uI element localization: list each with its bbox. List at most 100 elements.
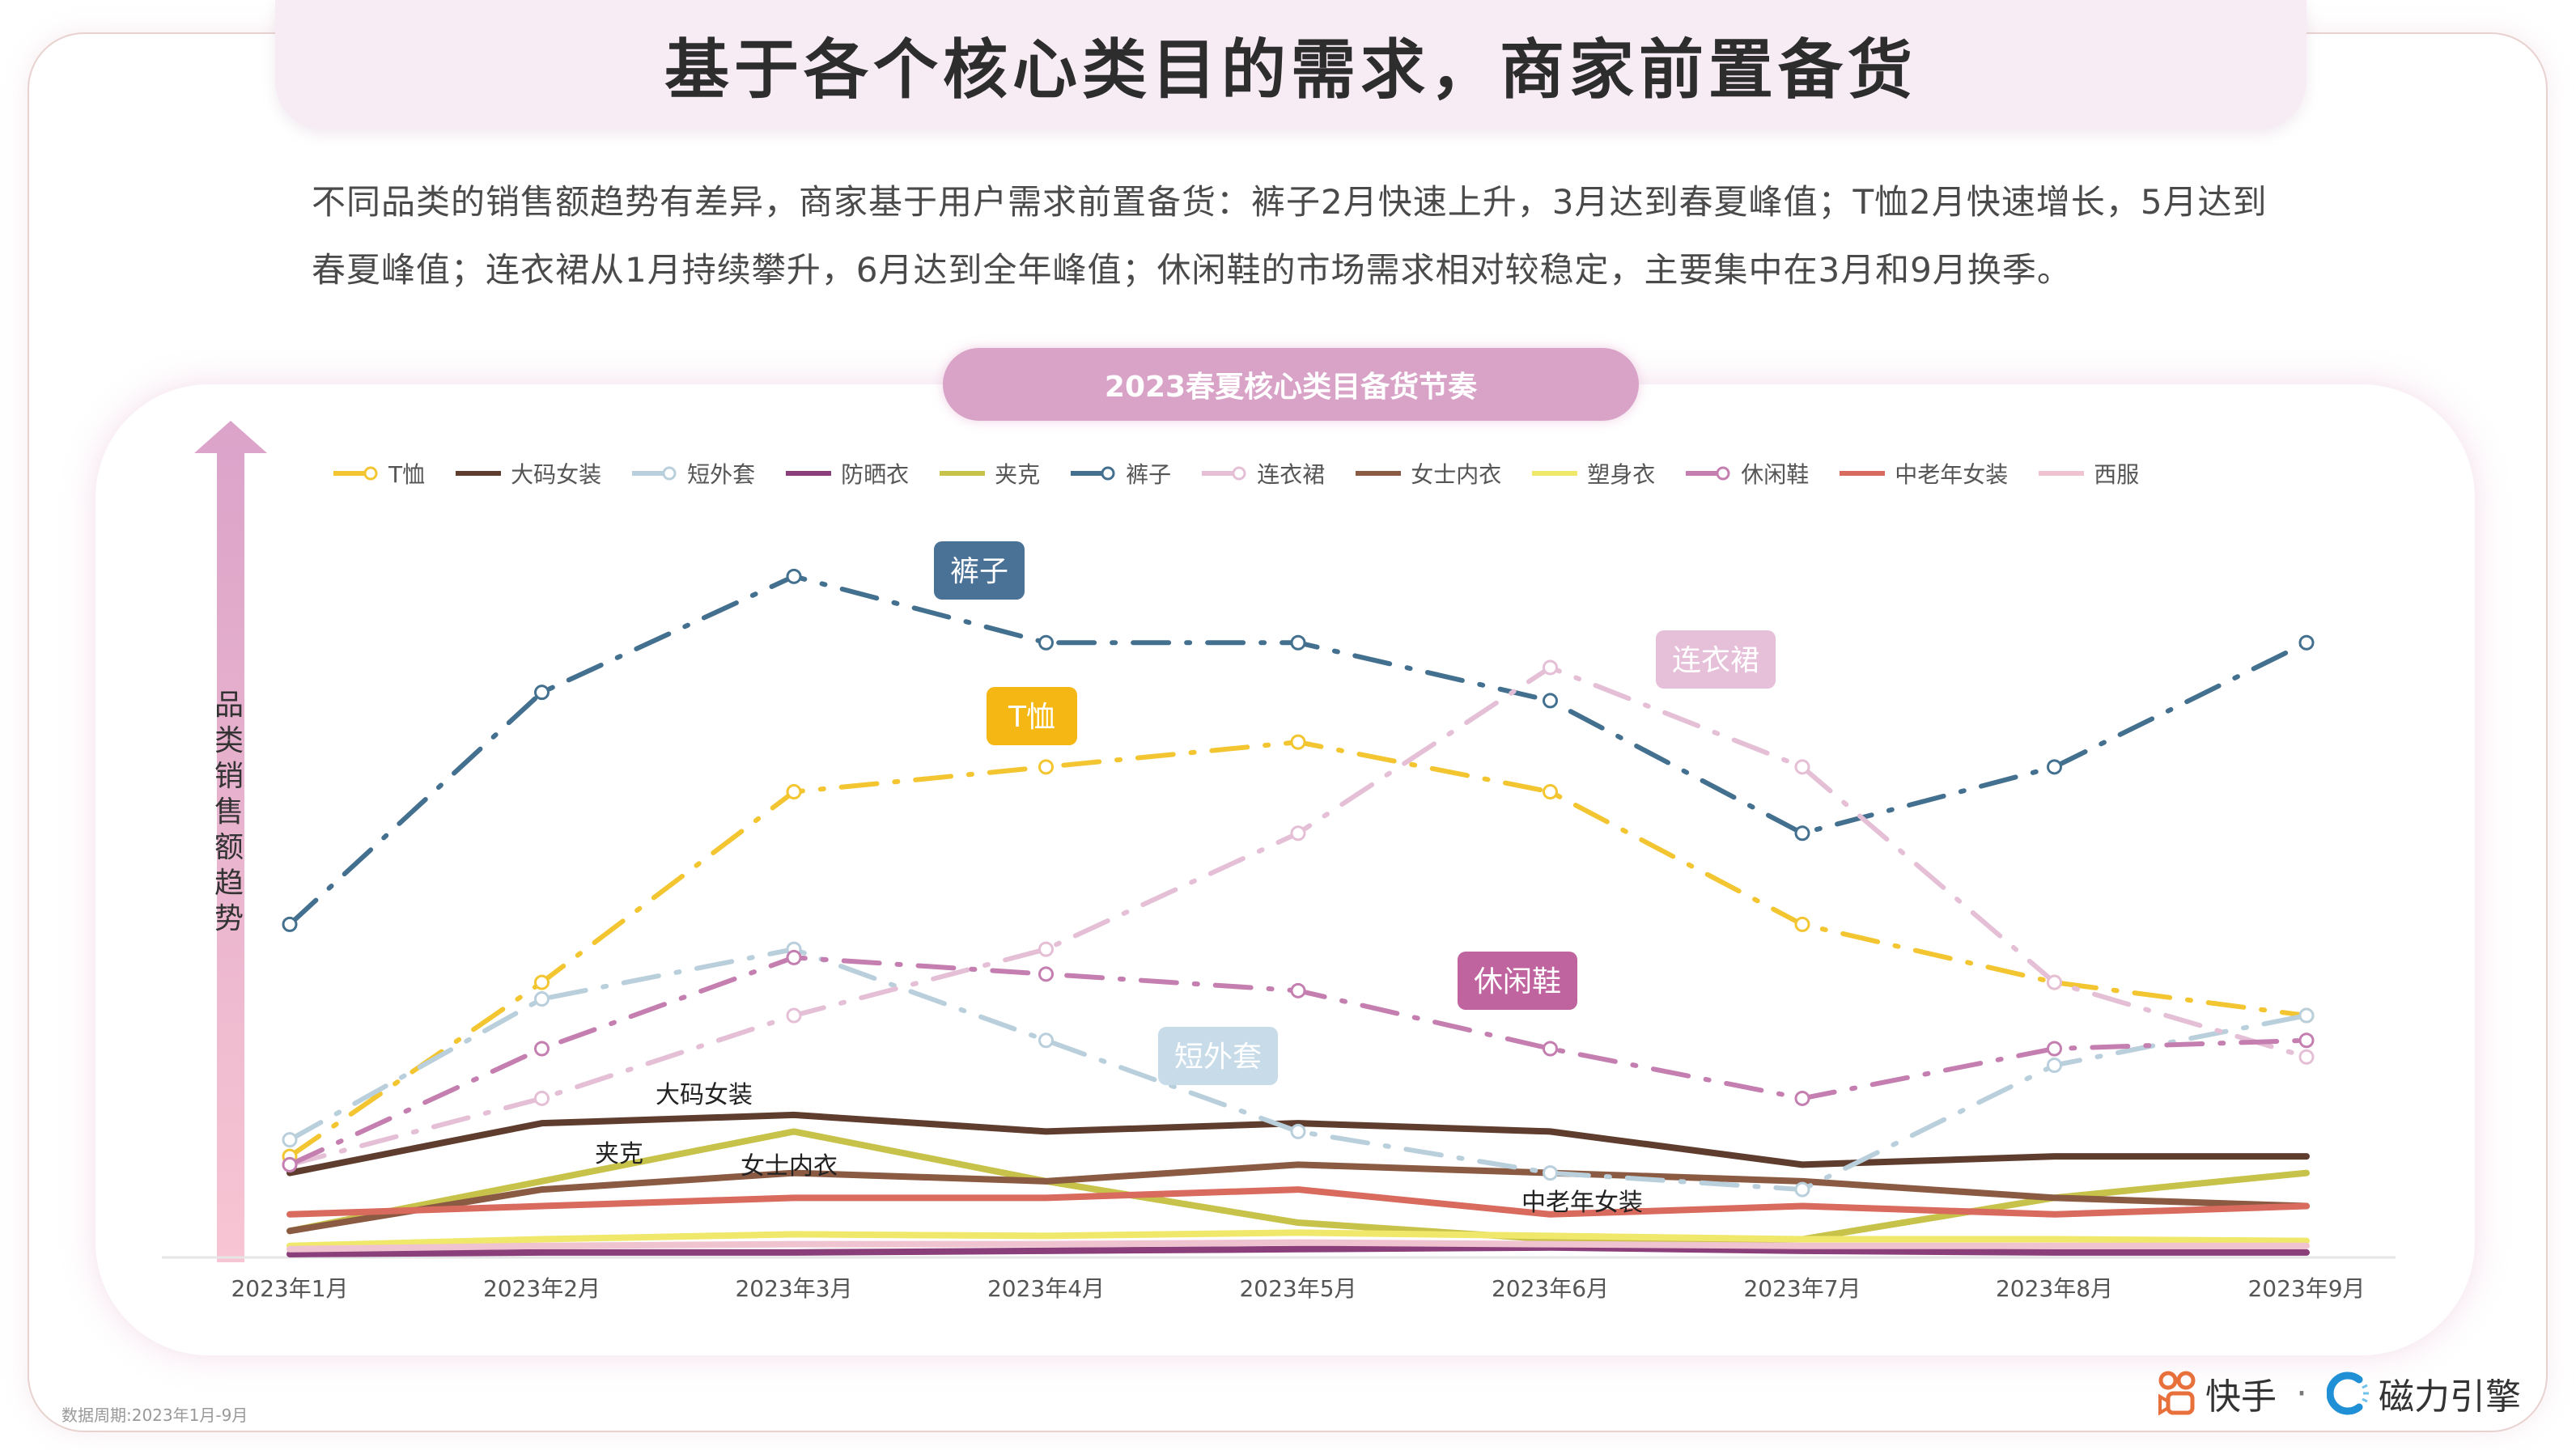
- data-point-裤子: [534, 685, 550, 701]
- data-point-短外套: [1543, 1165, 1558, 1181]
- legend-label: 夹克: [995, 461, 1041, 488]
- data-point-短外套: [2298, 1007, 2315, 1024]
- data-point-短外套: [1290, 1123, 1306, 1139]
- annotation-box: [934, 541, 1025, 600]
- legend-swatch-icon: [632, 466, 677, 481]
- legend-item: 连衣裙: [1200, 457, 1325, 490]
- legend-swatch-icon: [786, 471, 832, 476]
- annotation-label: T恤: [1008, 701, 1055, 734]
- series-line-塑身衣: [286, 1229, 2310, 1249]
- y-axis-arrow-icon: [194, 421, 267, 1262]
- legend-item: 塑身衣: [1530, 457, 1655, 490]
- series-line-短外套: [287, 947, 2309, 1193]
- data-point-T恤: [786, 784, 802, 800]
- series-line-T恤: [287, 740, 2309, 1160]
- page-title: 基于各个核心类目的需求，商家前置备货: [664, 32, 1917, 108]
- annotation-label: 连衣裙: [1672, 644, 1759, 677]
- annotation-label: 大码女装: [656, 1081, 753, 1109]
- data-point-休闲鞋: [786, 949, 802, 965]
- data-point-休闲鞋: [1038, 966, 1054, 982]
- data-point-裤子: [1290, 634, 1306, 651]
- data-point-T恤: [1543, 784, 1558, 800]
- data-point-裤子: [786, 568, 802, 584]
- legend-label: 西服: [2094, 461, 2140, 488]
- legend-swatch-icon: [940, 471, 986, 476]
- x-tick-label: 2023年4月: [987, 1275, 1105, 1302]
- chart-legend: T恤 大码女装 短外套 防晒衣 夹克 裤子 连衣裙 女士内衣 塑身衣 休闲鞋 中老年女装 西服: [332, 457, 2139, 490]
- cili-logo-icon: [2327, 1372, 2369, 1415]
- x-tick-label: 2023年6月: [1492, 1275, 1609, 1302]
- legend-item: 裤子: [1069, 457, 1171, 490]
- legend-item: 夹克: [938, 457, 1040, 490]
- legend-item: 短外套: [630, 457, 755, 490]
- series-line-西服: [286, 1239, 2310, 1253]
- x-tick-label: 2023年1月: [231, 1275, 348, 1302]
- series-line-中老年女装: [286, 1186, 2310, 1218]
- data-point-短外套: [2047, 1057, 2062, 1073]
- annotation-label: 休闲鞋: [1474, 965, 1561, 998]
- data-point-裤子: [2298, 634, 2315, 651]
- legend-swatch-icon: [1532, 471, 1578, 476]
- data-point-休闲鞋: [2047, 1041, 2062, 1057]
- chart-title: 2023春夏核心类目备货节奏: [943, 348, 1639, 421]
- annotation-label: 中老年女装: [1521, 1189, 1643, 1217]
- data-point-短外套: [1794, 1181, 1810, 1198]
- series-line-女士内衣: [286, 1161, 2310, 1235]
- legend-label: 休闲鞋: [1741, 461, 1810, 488]
- data-point-连衣裙: [2047, 974, 2062, 990]
- data-point-短外套: [282, 1132, 298, 1148]
- data-point-T恤: [1794, 916, 1810, 932]
- annotation-box: [987, 687, 1077, 745]
- legend-label: 塑身衣: [1587, 461, 1656, 488]
- data-point-休闲鞋: [534, 1041, 550, 1057]
- data-point-连衣裙: [1038, 941, 1054, 957]
- legend-item: 休闲鞋: [1684, 457, 1809, 490]
- legend-swatch-icon: [456, 471, 502, 476]
- data-point-裤子: [282, 916, 298, 932]
- series-line-大码女装: [286, 1111, 2310, 1177]
- legend-label: 连衣裙: [1257, 461, 1326, 488]
- data-point-连衣裙: [2298, 1049, 2315, 1065]
- brand-kuaishou: 快手: [2205, 1376, 2277, 1418]
- description-text: 不同品类的销售额趋势有差异，商家基于用户需求前置备货：裤子2月快速上升，3月达到…: [312, 182, 2268, 290]
- legend-label: 中老年女装: [1895, 461, 2009, 488]
- data-period-note: 数据周期:2023年1月-9月: [62, 1405, 248, 1425]
- data-point-短外套: [534, 991, 550, 1007]
- legend-item: 女士内衣: [1354, 457, 1501, 490]
- data-point-休闲鞋: [1290, 982, 1306, 998]
- x-tick-label: 2023年8月: [1996, 1275, 2113, 1302]
- annotation-label: 短外套: [1174, 1041, 1262, 1074]
- annotation-label: 夹克: [595, 1140, 643, 1168]
- data-point-连衣裙: [1543, 659, 1558, 676]
- data-point-连衣裙: [1290, 825, 1306, 842]
- brand-separator: ·: [2296, 1372, 2307, 1414]
- legend-label: 防晒衣: [841, 461, 910, 488]
- x-tick-label: 2023年7月: [1743, 1275, 1861, 1302]
- data-point-休闲鞋: [2298, 1032, 2315, 1049]
- annotation-label: 女士内衣: [741, 1152, 838, 1181]
- data-point-T恤: [534, 974, 550, 990]
- data-point-休闲鞋: [1794, 1090, 1810, 1106]
- legend-swatch-icon: [2039, 471, 2085, 476]
- x-tick-label: 2023年5月: [1239, 1275, 1356, 1302]
- legend-item: 防晒衣: [784, 457, 909, 490]
- legend-swatch-icon: [1356, 471, 1402, 476]
- data-point-T恤: [1290, 734, 1306, 750]
- data-point-短外套: [1038, 1032, 1054, 1049]
- legend-label: T恤: [388, 461, 426, 488]
- data-point-裤子: [1794, 825, 1810, 842]
- data-point-裤子: [1543, 693, 1558, 709]
- legend-label: 大码女装: [511, 461, 602, 488]
- data-point-裤子: [2047, 759, 2062, 775]
- brand-logos: 快手 · 磁力引擎: [2157, 1367, 2521, 1419]
- annotation-label: 裤子: [950, 555, 1008, 588]
- data-point-连衣裙: [786, 1007, 802, 1024]
- data-point-连衣裙: [534, 1090, 550, 1106]
- legend-label: 女士内衣: [1411, 461, 1502, 488]
- title-bar: 基于各个核心类目的需求，商家前置备货: [275, 0, 2307, 129]
- data-point-T恤: [1038, 759, 1054, 775]
- brand-cili: 磁力引擎: [2379, 1376, 2521, 1418]
- legend-swatch-icon: [1071, 466, 1115, 481]
- x-tick-label: 2023年3月: [735, 1275, 852, 1302]
